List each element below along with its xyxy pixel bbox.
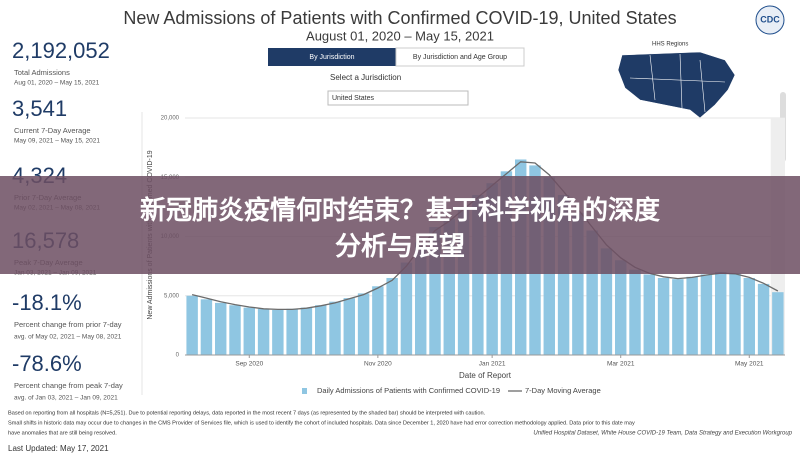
dropdown-value: United States: [332, 95, 375, 102]
tab-label: By Jurisdiction and Age Group: [413, 54, 507, 61]
y-tick-label: 0: [176, 353, 180, 359]
stat-label: Percent change from prior 7-day: [14, 320, 122, 329]
bar: [643, 274, 655, 355]
footnote: Based on reporting from all hospitals (N…: [8, 410, 486, 416]
logo-text: CDC: [760, 14, 780, 24]
bar: [415, 242, 427, 355]
bar: [243, 307, 255, 355]
footnote: Small shifts in historic data may occur …: [8, 420, 635, 426]
bar: [357, 293, 370, 355]
x-tick-label: May 2021: [735, 361, 764, 368]
x-tick-label: Mar 2021: [607, 361, 635, 368]
x-tick-label: Nov 2020: [364, 361, 392, 368]
map-title: HHS Regions: [652, 42, 688, 48]
selector-label: Select a Jurisdiction: [330, 73, 401, 82]
map: HHS Regions: [617, 42, 736, 119]
legend-swatch: [302, 388, 307, 394]
bar: [672, 279, 684, 355]
tab-active[interactable]: [268, 48, 396, 66]
bar: [729, 273, 741, 355]
title: New Admissions of Patients with Confirme…: [123, 8, 676, 28]
bar: [272, 309, 284, 355]
bar: [657, 277, 670, 355]
banner: 新冠肺炎疫情何时结束？基于科学视角的深度 分析与展望: [0, 176, 800, 274]
stat-period: avg. of Jan 03, 2021 – Jan 09, 2021: [14, 395, 118, 402]
stat-label: Total Admissions: [14, 68, 70, 77]
bar: [700, 274, 713, 355]
bar: [386, 277, 398, 355]
bar: [300, 307, 313, 355]
stat-period: avg. of May 02, 2021 – May 08, 2021: [14, 334, 122, 341]
footer: Last Updated: May 17, 2021 Unified Hospi…: [8, 410, 793, 453]
logo: CDC: [755, 5, 785, 35]
stat-value: -78.6%: [12, 351, 82, 376]
banner-line: 分析与展望: [335, 231, 465, 261]
stat-value: 2,192,052: [12, 38, 110, 63]
bar: [315, 305, 327, 355]
dropdown[interactable]: [327, 90, 469, 106]
bar: [200, 299, 213, 355]
bar: [229, 305, 241, 355]
bar: [343, 298, 355, 355]
updated: Last Updated: May 17, 2021: [8, 444, 109, 453]
bar: [329, 301, 341, 355]
bar: [443, 218, 455, 355]
y-tick-label: 20,000: [161, 116, 180, 122]
bar: [743, 277, 755, 355]
subtitle: August 01, 2020 – May 15, 2021: [306, 28, 494, 43]
bar: [257, 308, 270, 355]
bar: [629, 269, 641, 355]
bar: [429, 227, 441, 355]
source: Unified Hospital Dataset, White House CO…: [533, 431, 792, 437]
bar: [715, 272, 727, 355]
x-tick-label: Sep 2020: [235, 361, 263, 368]
legend-label: Daily Admissions of Patients with Confir…: [317, 386, 500, 395]
bar: [400, 262, 413, 355]
bar: [472, 195, 484, 355]
tab[interactable]: [395, 47, 525, 67]
stat-period: Aug 01, 2020 – May 15, 2021: [14, 80, 100, 87]
bar: [557, 195, 570, 355]
bar: [372, 286, 384, 355]
bar: [186, 295, 198, 355]
banner-bg: [0, 176, 800, 274]
bar: [772, 292, 784, 355]
tab-label: By Jurisdiction: [309, 54, 354, 61]
bar: [686, 276, 698, 355]
stat-period: May 09, 2021 – May 15, 2021: [14, 138, 100, 145]
footnote: have anomalies that are still being reso…: [8, 430, 117, 436]
bar: [457, 206, 470, 355]
x-tick-label: Jan 2021: [479, 361, 506, 368]
x-axis-label: Date of Report: [459, 371, 512, 380]
bar: [757, 283, 770, 355]
banner-line: 新冠肺炎疫情何时结束？基于科学视角的深度: [140, 195, 660, 225]
legend-label: 7-Day Moving Average: [525, 386, 601, 395]
bar: [586, 230, 598, 355]
bar: [215, 302, 227, 355]
bar: [286, 308, 298, 355]
stat-label: Percent change from peak 7-day: [14, 381, 123, 390]
y-tick-label: 5,000: [164, 293, 180, 299]
bar: [572, 212, 584, 355]
stat-value: 3,541: [12, 96, 67, 121]
bar: [600, 248, 613, 355]
stat-value: -18.1%: [12, 290, 82, 315]
stat-label: Current 7-Day Average: [14, 126, 91, 135]
bar: [615, 260, 627, 355]
